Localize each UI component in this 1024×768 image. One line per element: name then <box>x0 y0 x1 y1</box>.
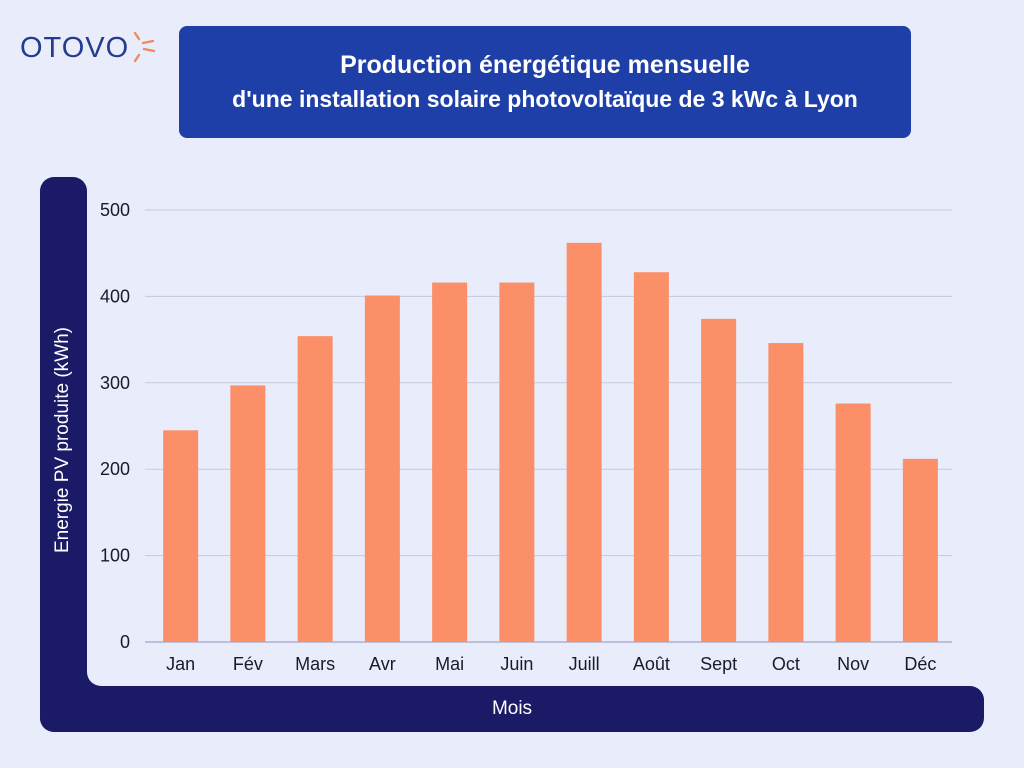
frame-corner <box>87 672 101 686</box>
bar <box>297 336 333 642</box>
otovo-logo: OTOVO <box>20 31 157 65</box>
bar <box>633 272 669 642</box>
brand-name: OTOVO <box>20 32 130 64</box>
sun-icon <box>134 31 156 62</box>
bar <box>163 430 199 642</box>
y-tick-label: 200 <box>100 459 130 479</box>
chart-title-line2: d'une installation solaire photovoltaïqu… <box>232 86 858 112</box>
y-tick-label: 500 <box>100 200 130 220</box>
y-axis-frame <box>40 177 87 732</box>
y-tick-label: 400 <box>100 286 130 306</box>
x-tick-label: Avr <box>369 654 396 674</box>
y-tick-label: 300 <box>100 373 130 393</box>
bar <box>364 295 400 642</box>
chart-title-box: Production énergétique mensuelle d'une i… <box>179 26 911 138</box>
x-tick-label: Juin <box>500 654 533 674</box>
bar <box>768 343 804 642</box>
chart-title-line1: Production énergétique mensuelle <box>340 51 750 79</box>
x-tick-label: Fév <box>233 654 263 674</box>
x-tick-label: Mai <box>435 654 464 674</box>
x-tick-label: Sept <box>700 654 737 674</box>
x-tick-label: Oct <box>772 654 800 674</box>
x-axis-label: Mois <box>491 698 533 719</box>
y-tick-label: 0 <box>120 632 130 652</box>
x-tick-label: Jan <box>166 654 195 674</box>
x-tick-label: Nov <box>837 654 869 674</box>
x-axis-frame <box>40 686 984 732</box>
x-tick-label: Mars <box>295 654 335 674</box>
bar <box>230 385 266 642</box>
bar <box>701 318 737 642</box>
bar <box>902 458 938 642</box>
x-tick-label: Déc <box>904 654 936 674</box>
x-tick-label: Juill <box>569 654 600 674</box>
bar <box>432 282 468 642</box>
bar <box>566 242 602 642</box>
bar <box>835 403 871 642</box>
x-tick-label: Août <box>633 654 670 674</box>
y-tick-label: 100 <box>100 546 130 566</box>
bar <box>499 282 535 642</box>
